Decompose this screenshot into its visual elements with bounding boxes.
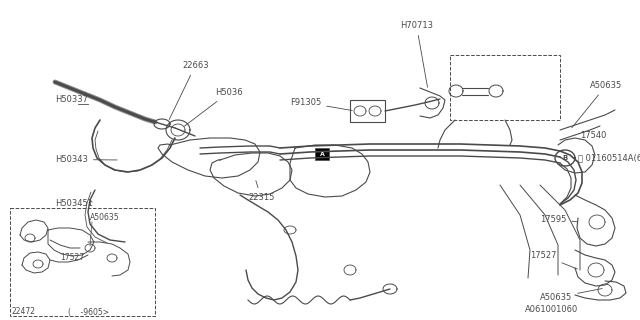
Text: F91305: F91305 — [290, 98, 352, 110]
Text: Ⓑ 01160514A(6 ): Ⓑ 01160514A(6 ) — [578, 154, 640, 163]
Text: 22663: 22663 — [169, 61, 209, 119]
Text: 22315: 22315 — [248, 181, 275, 202]
Text: H503451: H503451 — [55, 199, 93, 209]
Text: A: A — [319, 151, 324, 156]
Text: H5036: H5036 — [184, 88, 243, 126]
Text: 17595: 17595 — [540, 215, 577, 224]
Text: H70713: H70713 — [400, 21, 433, 87]
Bar — [450, 55, 560, 120]
Text: A061001060: A061001060 — [525, 306, 579, 315]
Bar — [315, 148, 329, 160]
Text: A50635: A50635 — [540, 289, 602, 302]
Bar — [350, 100, 385, 122]
Text: A50635: A50635 — [572, 81, 622, 128]
Text: A50635: A50635 — [90, 213, 120, 222]
Text: (    -9605>: ( -9605> — [68, 308, 109, 316]
Text: H50343: H50343 — [55, 155, 117, 164]
Text: 22472: 22472 — [12, 308, 36, 316]
Text: 17527: 17527 — [530, 251, 577, 269]
Text: B: B — [563, 155, 568, 161]
Text: 17527: 17527 — [60, 253, 84, 262]
Text: 17540: 17540 — [580, 131, 606, 140]
Text: H50337: H50337 — [55, 95, 88, 105]
Bar — [10, 208, 155, 316]
